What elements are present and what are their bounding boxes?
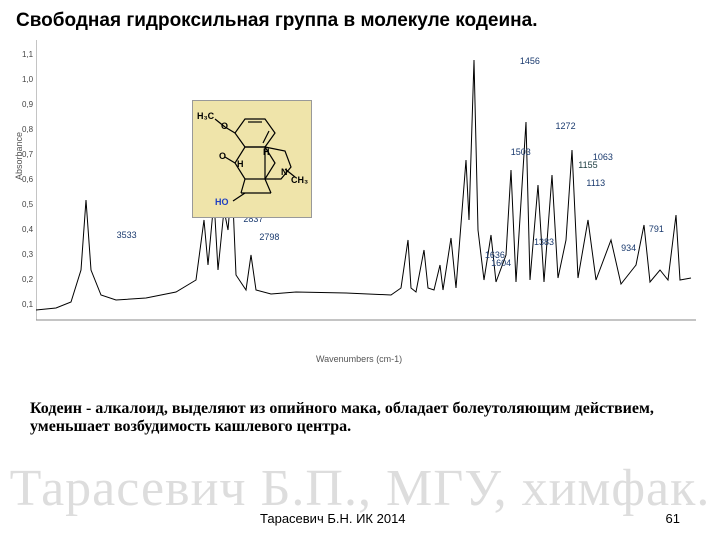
mol-o: O: [221, 121, 228, 131]
mol-h3c: H₃C: [197, 111, 214, 121]
peak-label: 1503: [511, 147, 531, 157]
slide-title: Свободная гидроксильная группа в молекул…: [16, 10, 538, 32]
ytick: 0,6: [22, 175, 33, 184]
peak-label: 1113: [586, 178, 605, 188]
footer-page: 61: [666, 511, 680, 526]
ytick: 0,9: [22, 100, 33, 109]
peak-label: 2798: [259, 232, 279, 242]
mol-h: H: [237, 159, 244, 169]
ir-spectrum-chart: Absorbance Wavenumbers (cm-1) 1,1 1,0 0,…: [16, 40, 704, 360]
peak-label: 934: [621, 243, 636, 253]
molecule-structure: H₃C O O H H N CH₃ HO: [192, 100, 312, 218]
peak-label: 1063: [593, 152, 613, 162]
mol-o2: O: [219, 151, 226, 161]
ytick: 0,2: [22, 275, 33, 284]
peak-label: 1272: [556, 121, 576, 131]
ytick: 1,1: [22, 50, 33, 59]
peak-label: 3533: [117, 230, 137, 240]
ytick: 0,4: [22, 225, 33, 234]
peak-label: 1383: [534, 237, 554, 247]
ytick: 0,5: [22, 200, 33, 209]
mol-ho: HO: [215, 197, 229, 207]
spectrum-svg: [36, 40, 696, 340]
peak-label: 1604: [491, 258, 511, 268]
ytick: 0,8: [22, 125, 33, 134]
peak-label: 791: [649, 224, 664, 234]
description-text: Кодеин - алкалоид, выделяют из опийного …: [30, 400, 690, 436]
ytick: 0,7: [22, 150, 33, 159]
peak-label: 1456: [520, 56, 540, 66]
ytick: 0,1: [22, 300, 33, 309]
watermark-text: Тарасевич Б.П., МГУ, химфак.: [0, 459, 720, 518]
ytick: 1,0: [22, 75, 33, 84]
mol-h2: H: [263, 147, 270, 157]
x-axis-label: Wavenumbers (cm-1): [316, 354, 402, 364]
footer-author: Тарасевич Б.Н. ИК 2014: [260, 511, 406, 526]
ytick: 0,3: [22, 250, 33, 259]
mol-ch3: CH₃: [291, 175, 308, 185]
mol-n: N: [281, 167, 288, 177]
